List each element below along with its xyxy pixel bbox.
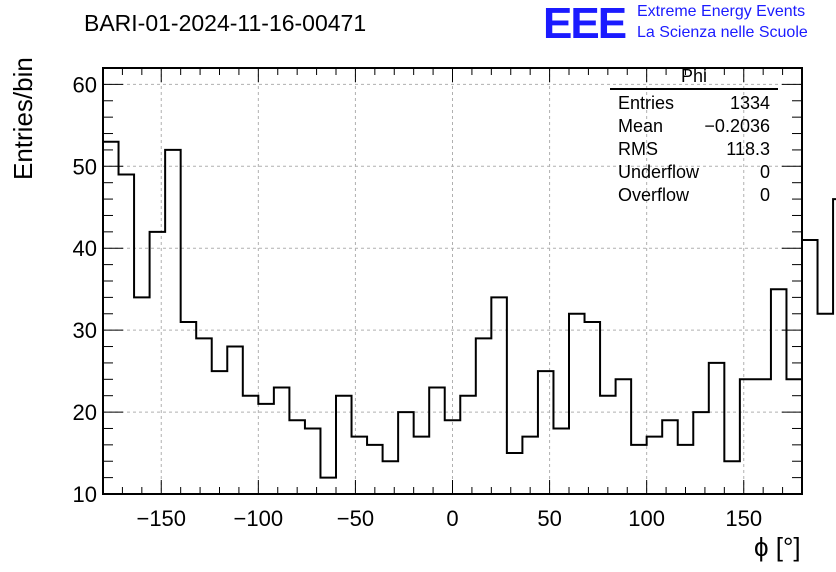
x-tick-label: 0	[446, 506, 458, 531]
logo-line-1: Extreme Energy Events	[637, 3, 806, 20]
stats-title: Phi	[610, 66, 778, 90]
y-tick-label: 50	[73, 154, 97, 179]
tick-labels: −150 −100 −50 0 50 100 150 10 20 30 40 50 60	[73, 72, 763, 531]
chart-title: BARI-01-2024-11-16-00471	[84, 10, 367, 36]
y-tick-label: 10	[73, 482, 97, 507]
logo-line-2: La Scienza nelle Scuole	[637, 24, 808, 41]
stats-value: −0.2036	[704, 116, 770, 136]
stats-value: 0	[759, 185, 770, 205]
y-tick-label: 20	[73, 400, 97, 425]
plot-frame	[102, 67, 803, 495]
x-tick-label: −150	[136, 506, 186, 531]
x-axis-label: ϕ [°]	[754, 532, 801, 562]
stats-row-overflow: Overflow 0	[610, 184, 778, 207]
stats-row-rms: RMS 118.3	[610, 138, 778, 161]
stats-value: 118.3	[726, 139, 770, 159]
y-tick-label: 60	[73, 72, 97, 97]
x-tick-label: −50	[337, 506, 374, 531]
stats-row-underflow: Underflow 0	[610, 161, 778, 184]
stats-box: Phi Entries 1334 Mean −0.2036 RMS 118.3 …	[610, 66, 778, 207]
stats-row-mean: Mean −0.2036	[610, 115, 778, 138]
stats-value: 0	[759, 162, 770, 182]
stats-label: RMS	[618, 139, 658, 159]
stats-label: Mean	[618, 116, 664, 136]
stats-value: 1334	[729, 93, 770, 113]
y-tick-label: 40	[73, 236, 97, 261]
y-axis-label: Entries/bin	[8, 57, 38, 180]
stats-row-entries: Entries 1334	[610, 92, 778, 115]
stats-label: Underflow	[618, 162, 700, 182]
eee-logo: EEE	[543, 0, 627, 48]
y-tick-label: 30	[73, 318, 97, 343]
stats-label: Overflow	[618, 185, 690, 205]
histogram-outline	[102, 140, 836, 494]
x-tick-label: 100	[628, 506, 665, 531]
x-tick-label: 50	[537, 506, 561, 531]
x-tick-label: −100	[234, 506, 284, 531]
stats-label: Entries	[618, 93, 675, 113]
x-tick-label: 150	[725, 506, 762, 531]
